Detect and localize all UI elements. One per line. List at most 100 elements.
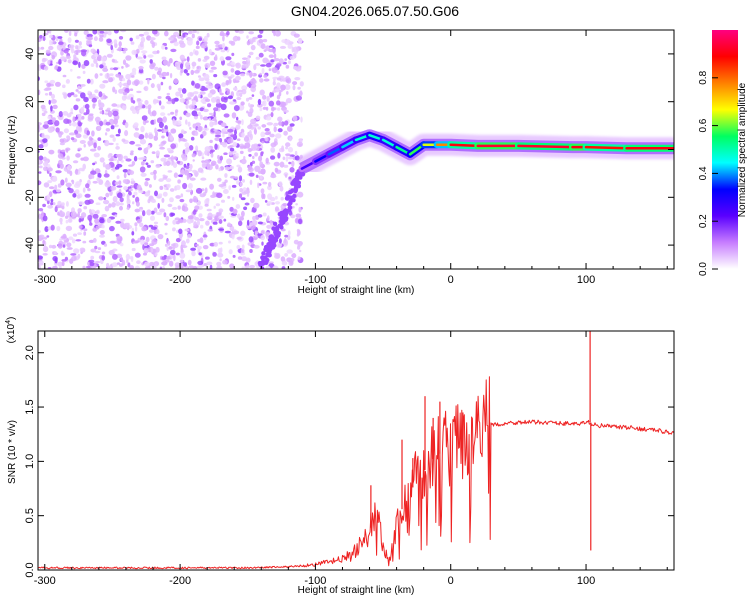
noise-speck	[235, 75, 241, 81]
noise-speck	[125, 253, 131, 260]
noise-speck	[152, 30, 158, 35]
noise-speck	[103, 31, 109, 35]
colorbar-label: Normalized spectral amplitude	[737, 82, 748, 217]
noise-speck	[185, 165, 190, 169]
noise-speck	[197, 75, 202, 78]
snr-x-label: Height of straight line (km)	[298, 585, 415, 596]
noise-speck	[131, 70, 137, 76]
noise-speck	[100, 56, 107, 62]
noise-speck	[234, 176, 239, 179]
noise-speck	[190, 69, 195, 75]
noise-speck	[165, 95, 171, 100]
noise-speck	[285, 153, 291, 157]
noise-speck	[142, 210, 146, 217]
noise-speck	[199, 218, 205, 222]
noise-speck	[39, 34, 43, 39]
noise-speck	[184, 228, 190, 232]
y-tick-label: 40	[24, 48, 36, 60]
noise-speck	[106, 107, 111, 111]
noise-speck	[87, 90, 91, 94]
noise-speck	[143, 252, 147, 256]
noise-speck	[43, 166, 48, 172]
noise-speck	[187, 30, 193, 35]
noise-speck	[166, 187, 169, 190]
noise-speck	[87, 188, 91, 192]
noise-speck	[166, 246, 169, 252]
noise-speck	[112, 253, 118, 260]
noise-speck	[50, 202, 54, 206]
noise-speck	[220, 49, 226, 53]
streak-speck	[285, 196, 290, 201]
noise-speck	[278, 181, 283, 187]
noise-speck	[110, 125, 115, 130]
noise-speck	[205, 163, 211, 168]
noise-speck	[95, 202, 101, 205]
noise-speck	[209, 60, 216, 66]
noise-speck	[47, 120, 53, 125]
noise-speck	[299, 81, 304, 87]
noise-speck	[42, 35, 46, 42]
noise-speck	[199, 193, 206, 198]
noise-speck	[232, 196, 235, 201]
noise-speck	[113, 118, 118, 125]
noise-speck	[231, 184, 237, 188]
noise-speck	[234, 30, 240, 33]
noise-speck	[65, 215, 69, 219]
noise-speck	[179, 198, 185, 203]
streak-speck	[292, 177, 298, 183]
streak-speck	[267, 246, 273, 251]
noise-speck	[115, 201, 121, 207]
noise-speck	[134, 208, 141, 213]
noise-speck	[141, 115, 148, 121]
noise-speck	[182, 206, 189, 212]
noise-speck	[139, 138, 147, 145]
noise-speck	[61, 259, 67, 262]
noise-speck	[61, 202, 65, 207]
noise-speck	[99, 234, 105, 238]
noise-speck	[143, 247, 149, 254]
noise-speck	[106, 72, 109, 79]
noise-speck	[50, 99, 57, 104]
noise-speck	[209, 112, 213, 116]
noise-speck	[105, 128, 111, 132]
noise-speck	[102, 162, 106, 168]
noise-speck	[151, 110, 157, 117]
noise-speck	[221, 199, 225, 203]
noise-speck	[269, 91, 273, 98]
noise-speck	[178, 40, 185, 45]
noise-speck	[230, 134, 236, 138]
noise-speck	[93, 36, 98, 42]
colorbar-ticks: 0.0 0.2 0.4 0.6 0.8	[698, 70, 718, 276]
noise-speck	[197, 260, 204, 266]
noise-speck	[288, 156, 293, 160]
noise-speck	[141, 161, 145, 166]
noise-speck	[82, 156, 89, 162]
noise-speck	[227, 128, 234, 133]
noise-speck	[156, 211, 163, 216]
noise-speck	[161, 197, 165, 203]
noise-speck	[297, 245, 301, 250]
noise-speck	[196, 40, 200, 46]
ridge-core	[449, 143, 480, 148]
noise-speck	[185, 119, 188, 125]
noise-speck	[208, 69, 214, 73]
noise-speck	[218, 167, 222, 172]
noise-speck	[38, 159, 41, 164]
noise-speck	[153, 207, 158, 214]
noise-speck	[154, 190, 158, 197]
noise-speck	[138, 33, 145, 37]
noise-speck	[157, 96, 162, 99]
noise-speck	[300, 116, 303, 123]
noise-speck	[258, 170, 263, 174]
noise-speck	[54, 81, 61, 87]
noise-speck	[108, 249, 115, 256]
noise-speck	[90, 255, 95, 260]
noise-speck	[80, 92, 86, 99]
noise-speck	[215, 130, 222, 137]
noise-speck	[215, 102, 222, 108]
noise-speck	[219, 138, 223, 143]
noise-speck	[88, 113, 94, 116]
noise-speck	[169, 197, 174, 203]
noise-speck	[144, 100, 149, 105]
noise-speck	[294, 150, 298, 157]
